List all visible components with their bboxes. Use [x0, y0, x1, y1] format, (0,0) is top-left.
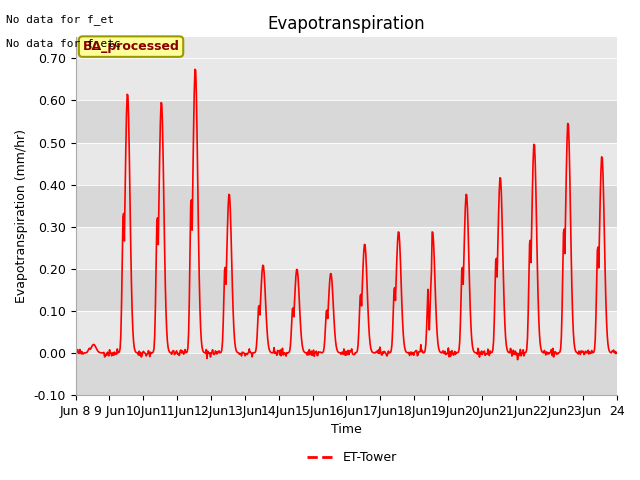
X-axis label: Time: Time [331, 423, 362, 436]
Bar [76, 100, 617, 143]
Bar [76, 227, 617, 269]
Bar [76, 311, 617, 353]
Legend: ET-Tower: ET-Tower [302, 446, 402, 469]
Bar [76, 143, 617, 185]
Bar [76, 269, 617, 311]
Bar [76, 59, 617, 100]
Text: No data for f_etc: No data for f_etc [6, 38, 121, 49]
Text: BA_processed: BA_processed [83, 40, 179, 53]
Y-axis label: Evapotranspiration (mm/hr): Evapotranspiration (mm/hr) [15, 129, 28, 303]
Text: No data for f_et: No data for f_et [6, 14, 115, 25]
Title: Evapotranspiration: Evapotranspiration [268, 15, 425, 33]
Bar [76, 185, 617, 227]
Bar [76, 353, 617, 395]
